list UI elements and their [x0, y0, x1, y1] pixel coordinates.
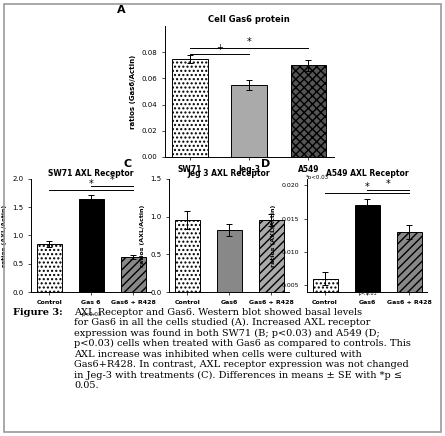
- Bar: [396, 232, 422, 319]
- Bar: [36, 244, 62, 292]
- Bar: [355, 205, 380, 319]
- Text: *: *: [110, 175, 115, 185]
- Text: p<0.03: p<0.03: [81, 312, 101, 317]
- Title: Jeg 3 AXL Receptor: Jeg 3 AXL Receptor: [188, 169, 271, 178]
- Bar: [79, 199, 104, 292]
- Bar: [312, 279, 338, 319]
- Text: *: *: [247, 37, 251, 47]
- Bar: [217, 230, 242, 292]
- Text: +: +: [216, 43, 223, 52]
- Text: *: *: [89, 179, 93, 189]
- Bar: [291, 65, 326, 157]
- Text: A: A: [117, 5, 126, 15]
- Text: C: C: [123, 160, 132, 170]
- Text: Figure 3:: Figure 3:: [13, 308, 66, 317]
- Bar: [259, 220, 284, 292]
- Bar: [172, 59, 208, 157]
- Text: D: D: [261, 160, 271, 170]
- Text: *: *: [365, 182, 369, 192]
- Bar: [231, 85, 267, 157]
- Title: A549 AXL Receptor: A549 AXL Receptor: [326, 169, 409, 178]
- Text: *p<0.03: *p<0.03: [357, 291, 377, 296]
- Y-axis label: ratios (AXL/Actin): ratios (AXL/Actin): [271, 204, 276, 266]
- Title: SW71 AXL Receptor: SW71 AXL Receptor: [49, 169, 134, 178]
- Bar: [174, 220, 200, 292]
- Text: AXL Receptor and Gas6. Western blot showed basal levels
for Gas6 in all the cell: AXL Receptor and Gas6. Western blot show…: [74, 308, 411, 390]
- Title: Cell Gas6 protein: Cell Gas6 protein: [208, 15, 290, 24]
- Text: *p<0.03: *p<0.03: [305, 175, 328, 180]
- Text: *: *: [386, 179, 391, 189]
- Y-axis label: ratios (AXL/Actin): ratios (AXL/Actin): [2, 204, 7, 266]
- Y-axis label: ratios (AXL/Actin): ratios (AXL/Actin): [140, 204, 145, 266]
- Y-axis label: ratios (Gas6/Actin): ratios (Gas6/Actin): [129, 54, 136, 129]
- Bar: [121, 257, 146, 292]
